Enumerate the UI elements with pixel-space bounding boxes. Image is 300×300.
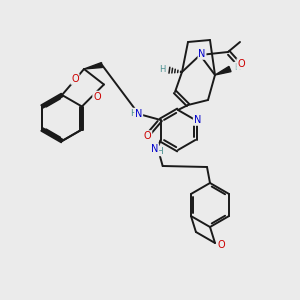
Text: H: H — [130, 109, 137, 118]
Polygon shape — [215, 66, 231, 75]
Text: O: O — [217, 240, 225, 250]
Text: O: O — [237, 59, 245, 69]
Text: N: N — [198, 49, 206, 59]
Text: O: O — [71, 74, 79, 84]
Polygon shape — [84, 63, 103, 69]
Text: N: N — [194, 115, 201, 125]
Text: O: O — [93, 92, 101, 101]
Text: H: H — [234, 62, 240, 71]
Text: N: N — [151, 144, 158, 154]
Text: H: H — [159, 64, 165, 74]
Text: N: N — [135, 109, 142, 119]
Text: O: O — [144, 131, 152, 141]
Text: H: H — [156, 146, 163, 155]
